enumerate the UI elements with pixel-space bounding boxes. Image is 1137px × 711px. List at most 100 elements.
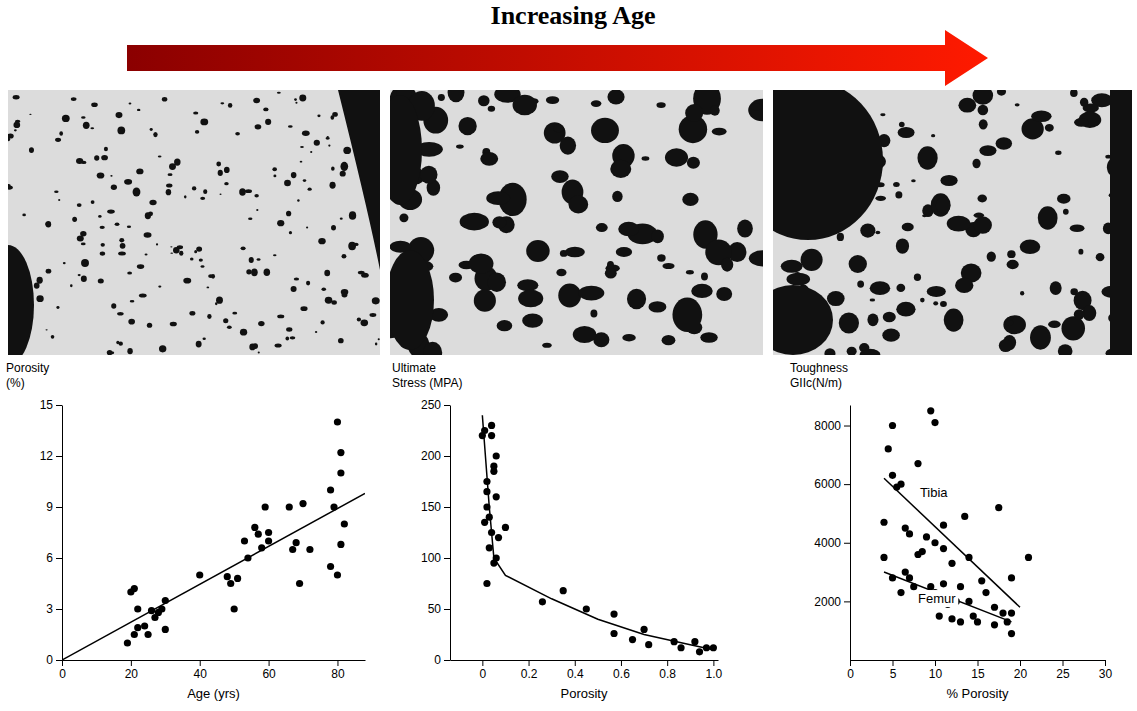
y-tick: 0 [46, 653, 62, 667]
pore [927, 286, 946, 297]
y-tick: 150 [421, 500, 450, 514]
pore [331, 167, 335, 171]
data-point [940, 545, 947, 552]
pore [273, 175, 276, 178]
pore [497, 320, 513, 331]
pore [91, 200, 95, 204]
data-point [948, 560, 955, 567]
y-tick-label: 9 [46, 500, 53, 514]
y-tick-mark [444, 507, 450, 508]
pore [1005, 320, 1014, 325]
y-tick: 6000 [814, 477, 850, 491]
y-tick: 12 [40, 449, 62, 463]
pore [215, 302, 217, 305]
data-point [1008, 610, 1015, 617]
pore [62, 115, 70, 122]
y-tick-label: 0 [46, 653, 53, 667]
data-point [241, 537, 248, 544]
data-point [251, 524, 258, 531]
pore [299, 95, 306, 102]
data-point [327, 486, 334, 493]
pore [329, 182, 335, 189]
pore [251, 268, 258, 276]
pore [338, 338, 344, 343]
pore [605, 268, 617, 278]
pore [1080, 98, 1088, 107]
data-point [124, 639, 131, 646]
pore [107, 209, 115, 213]
pore [8, 184, 11, 189]
pore [824, 348, 835, 355]
pore [596, 223, 608, 232]
data-point [131, 631, 138, 638]
x-tick: 1.0 [706, 660, 723, 681]
y-axis-line [450, 406, 451, 661]
pore [290, 336, 296, 339]
pore [324, 270, 330, 276]
pore [166, 183, 172, 187]
pore [560, 137, 576, 155]
pore [513, 95, 537, 116]
pore [169, 163, 176, 170]
pore [1030, 325, 1051, 349]
pore [207, 314, 211, 319]
data-point [978, 577, 985, 584]
pore [448, 90, 465, 102]
data-point [483, 580, 490, 587]
data-point [880, 519, 887, 526]
pore [898, 127, 915, 138]
y-tick-mark [444, 660, 450, 661]
pore [98, 215, 102, 218]
y-tick-label: 12 [40, 449, 54, 463]
pore [996, 137, 1013, 149]
data-point [337, 449, 344, 456]
pore [987, 252, 996, 262]
data-point [995, 504, 1002, 511]
pore [590, 309, 597, 317]
data-point [1008, 630, 1015, 637]
pore [100, 251, 105, 255]
y-tick: 200 [421, 449, 450, 463]
bone-matrix [390, 90, 763, 355]
pore [955, 278, 973, 293]
x-tick-label: 20 [1014, 667, 1028, 681]
pore [618, 222, 639, 236]
pore [90, 127, 94, 129]
pore [883, 312, 896, 323]
data-point [262, 503, 269, 510]
pore [285, 337, 289, 341]
x-tick-label: 30 [1099, 667, 1113, 681]
pore [196, 341, 202, 348]
pore [71, 97, 77, 101]
x-tick-label: 15 [971, 667, 985, 681]
pore [117, 127, 125, 135]
pore [526, 240, 550, 262]
pore [565, 247, 585, 258]
data-point [231, 605, 238, 612]
plot-area [880, 407, 1032, 637]
data-point [141, 622, 148, 629]
data-point [691, 638, 698, 645]
y-tick-mark [844, 543, 850, 544]
pore [936, 197, 951, 213]
pore [700, 332, 718, 343]
x-tick-mark [667, 660, 668, 666]
data-point [991, 621, 998, 628]
pore [999, 339, 1013, 352]
pore [115, 112, 122, 118]
pore [320, 320, 324, 324]
pore [710, 106, 720, 116]
pore [58, 199, 60, 201]
pore [353, 243, 358, 246]
data-point [334, 571, 341, 578]
y-tick-label: 6000 [814, 477, 841, 491]
pore [46, 221, 52, 227]
data-point [341, 520, 348, 527]
pore [553, 125, 564, 133]
x-tick-mark [850, 660, 851, 666]
data-point [337, 469, 344, 476]
pore [144, 232, 152, 237]
pore [37, 277, 43, 284]
pore [612, 191, 622, 202]
x-tick: 40 [194, 660, 208, 681]
